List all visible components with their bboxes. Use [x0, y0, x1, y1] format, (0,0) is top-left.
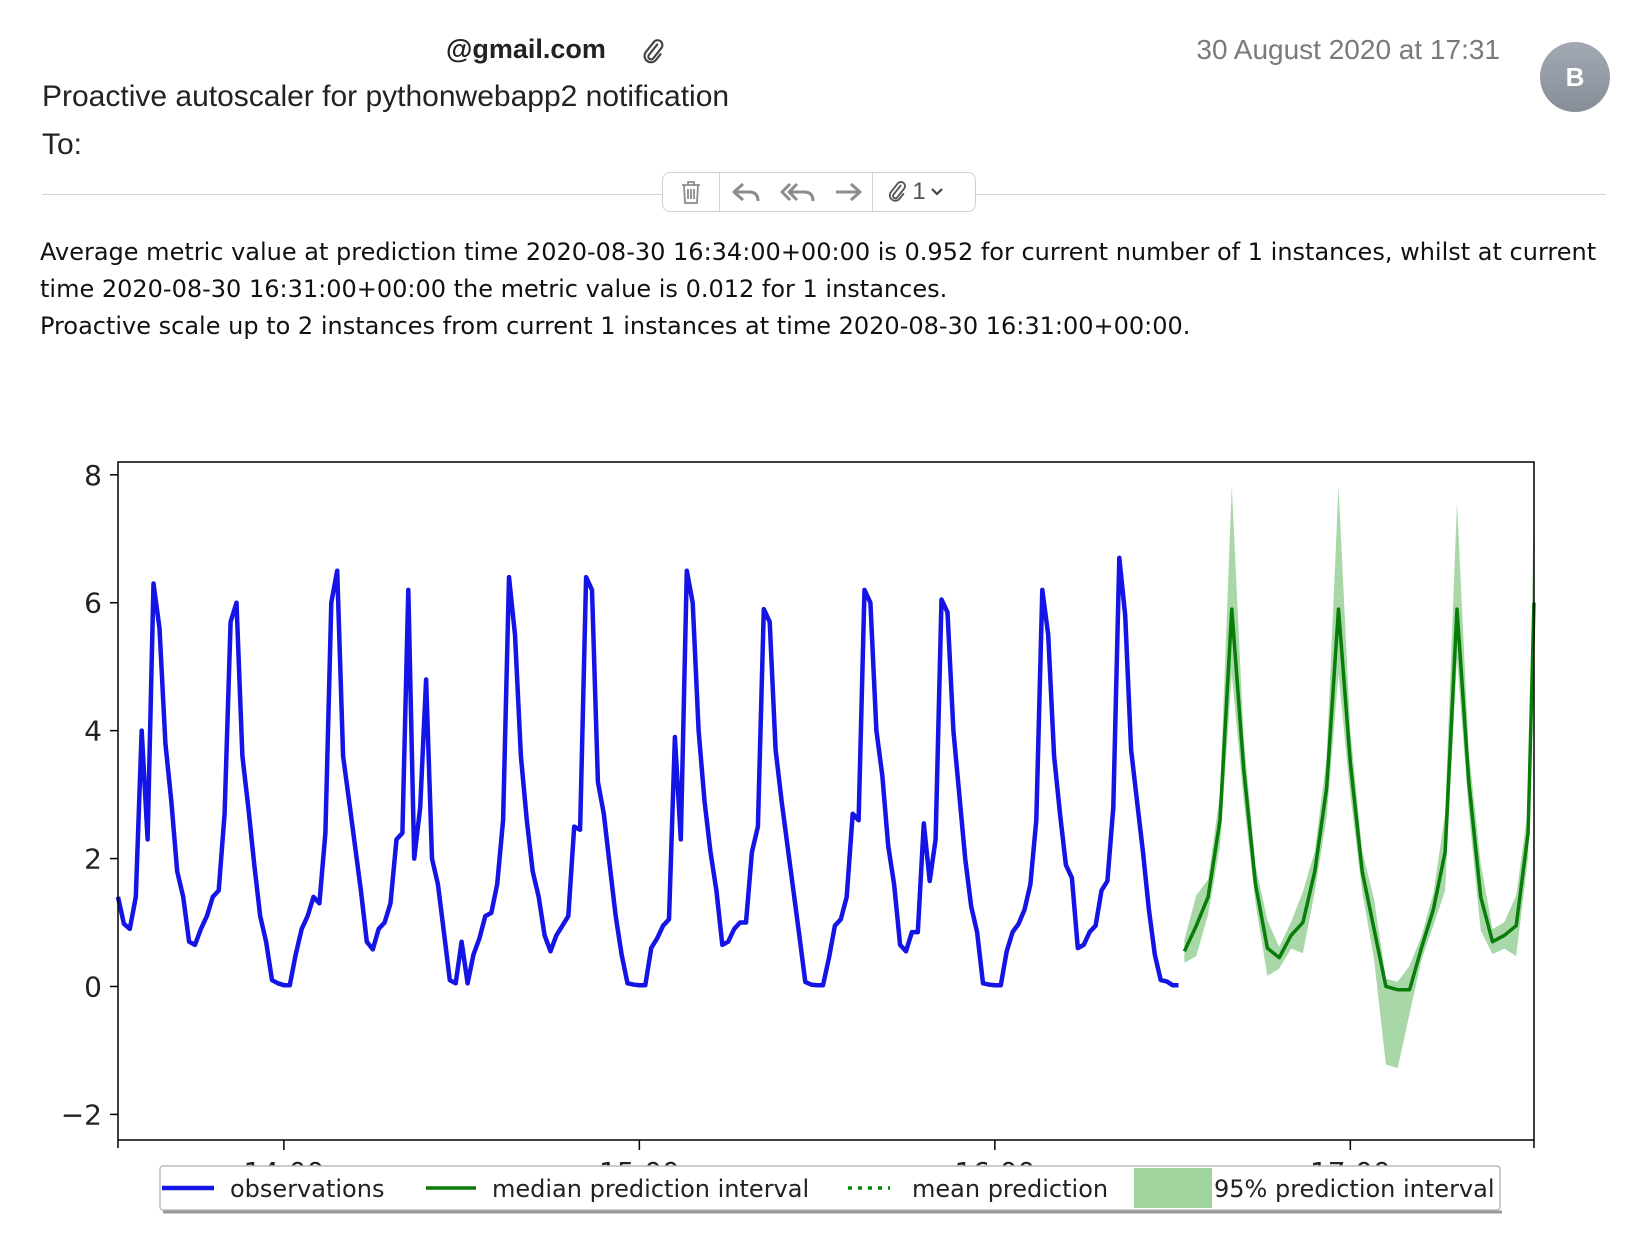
- toolbar-separator: [872, 173, 873, 211]
- legend-swatch-interval: [1134, 1168, 1212, 1208]
- reply-all-icon: [780, 182, 815, 202]
- reply-all-button[interactable]: [772, 173, 824, 211]
- to-label: To:: [42, 128, 83, 161]
- y-tick-label: 8: [84, 459, 102, 492]
- y-tick-label: −2: [61, 1098, 102, 1131]
- sender-address[interactable]: @gmail.com: [446, 34, 606, 64]
- legend-label: 95% prediction interval: [1214, 1175, 1495, 1203]
- toolbar-separator: [719, 173, 720, 211]
- attachments-button[interactable]: 1: [873, 173, 957, 211]
- plot-frame: [117, 461, 1535, 1141]
- reply-button[interactable]: [720, 173, 772, 211]
- mean-prediction-line: [1183, 602, 1535, 991]
- legend-label: median prediction interval: [492, 1175, 809, 1203]
- y-tick-label: 0: [84, 970, 102, 1003]
- attachment-count: 1: [912, 178, 926, 205]
- legend-label: observations: [230, 1175, 384, 1203]
- message-toolbar: 1: [662, 172, 976, 212]
- trash-icon: [682, 181, 700, 204]
- message-subject: Proactive autoscaler for pythonwebapp2 n…: [42, 80, 730, 113]
- paperclip-icon: [643, 39, 664, 64]
- forward-button[interactable]: [824, 173, 872, 211]
- y-tick-label: 6: [84, 587, 102, 620]
- observations-line: [115, 555, 1179, 988]
- legend-label: mean prediction: [912, 1175, 1108, 1203]
- paperclip-icon: [889, 181, 907, 202]
- delete-button[interactable]: [663, 173, 719, 211]
- y-tick-label: 2: [84, 843, 102, 876]
- prediction-interval-band: [1184, 486, 1534, 1069]
- forward-icon: [836, 182, 862, 202]
- reply-icon: [732, 182, 760, 202]
- avatar[interactable]: B: [1540, 42, 1610, 112]
- message-date: 30 August 2020 at 17:31: [1196, 34, 1500, 65]
- message-body: Average metric value at prediction time …: [40, 234, 1600, 345]
- body-line: Proactive scale up to 2 instances from c…: [40, 312, 1191, 340]
- chevron-down-icon: [930, 188, 943, 196]
- y-tick-label: 4: [84, 715, 102, 748]
- body-line: Average metric value at prediction time …: [40, 238, 1597, 303]
